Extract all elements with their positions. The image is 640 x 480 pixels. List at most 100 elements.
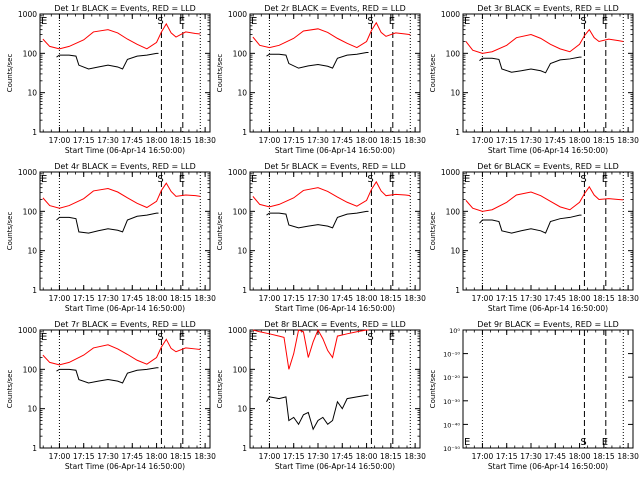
y-tick-label: 1 xyxy=(242,128,247,137)
y-axis-label: Counts/sec xyxy=(216,54,224,93)
y-tick-label: 100 xyxy=(446,49,461,58)
y-axis-label: Counts/sec xyxy=(6,212,14,251)
y-tick-label: 1 xyxy=(32,128,37,137)
y-tick-label: 1 xyxy=(32,286,37,295)
y-tick-label: 10⁻⁴⁰ xyxy=(443,421,460,429)
end-marker: E xyxy=(179,16,185,27)
end-marker: E xyxy=(602,16,608,27)
chart-title: Det 8r BLACK = Events, RED = LLD xyxy=(264,320,406,329)
start-marker: E xyxy=(251,16,257,27)
x-axis-label: Start Time (06-Apr-14 16:50:00) xyxy=(488,462,608,471)
x-tick-label: 17:45 xyxy=(331,452,353,461)
x-tick-label: 17:15 xyxy=(73,136,95,145)
x-tick-label: 18:30 xyxy=(194,136,216,145)
plot-frame xyxy=(249,13,421,133)
lld-series-line xyxy=(42,338,201,366)
x-tick-label: 18:00 xyxy=(356,136,378,145)
chart-panel-3: Det 3r BLACK = Events, RED = LLD Counts/s… xyxy=(429,4,639,155)
x-tick-label: 18:30 xyxy=(404,294,426,303)
x-tick-label: 18:30 xyxy=(617,452,639,461)
end-marker: E xyxy=(389,16,395,27)
x-tick-label: 18:30 xyxy=(194,294,216,303)
lld-series-line xyxy=(465,28,624,54)
y-tick-label: 1000 xyxy=(441,168,460,177)
x-tick-label: 18:15 xyxy=(170,294,192,303)
x-tick-label: 17:30 xyxy=(520,294,542,303)
x-tick-label: 18:00 xyxy=(569,294,591,303)
y-tick-label: 1000 xyxy=(228,10,247,19)
y-tick-label: 100 xyxy=(233,365,248,374)
start-marker: E xyxy=(41,174,47,185)
plot-frame xyxy=(462,171,634,291)
start-marker: E xyxy=(251,174,257,185)
y-tick-label: 1 xyxy=(242,444,247,453)
sun-marker: S xyxy=(367,332,373,343)
x-axis-label: Start Time (06-Apr-14 16:50:00) xyxy=(65,462,185,471)
x-tick-label: 17:45 xyxy=(544,136,566,145)
x-tick-label: 17:45 xyxy=(331,294,353,303)
sun-marker: S xyxy=(157,174,163,185)
x-tick-label: 17:30 xyxy=(520,452,542,461)
y-tick-label: 1 xyxy=(455,128,460,137)
plot-frame xyxy=(39,171,211,291)
y-axis-label: Counts/sec xyxy=(429,54,437,93)
x-tick-label: 18:30 xyxy=(404,136,426,145)
chart-panel-5: Det 5r BLACK = Events, RED = LLD Counts/s… xyxy=(216,162,426,313)
lld-series-line xyxy=(42,182,201,209)
x-tick-label: 17:45 xyxy=(121,136,143,145)
x-tick-label: 17:15 xyxy=(496,294,518,303)
events-series-line xyxy=(56,52,159,70)
x-axis-label: Start Time (06-Apr-14 16:50:00) xyxy=(488,304,608,313)
y-tick-label: 1000 xyxy=(441,10,460,19)
x-tick-label: 18:00 xyxy=(146,136,168,145)
chart-title: Det 6r BLACK = Events, RED = LLD xyxy=(477,162,619,171)
end-marker: E xyxy=(602,174,608,185)
x-tick-label: 18:30 xyxy=(617,294,639,303)
x-tick-label: 18:15 xyxy=(593,452,615,461)
y-tick-label: 10 xyxy=(27,405,37,414)
y-tick-label: 1000 xyxy=(18,168,37,177)
start-marker: E xyxy=(41,16,47,27)
y-tick-label: 10 xyxy=(237,89,247,98)
sun-marker: S xyxy=(367,16,373,27)
x-tick-label: 17:45 xyxy=(331,136,353,145)
lld-series-line xyxy=(252,180,411,208)
y-tick-label: 10 xyxy=(237,405,247,414)
y-axis-label: Counts/sec xyxy=(216,370,224,409)
x-tick-label: 17:00 xyxy=(259,294,281,303)
y-tick-label: 10⁰ xyxy=(449,327,460,335)
x-tick-label: 17:15 xyxy=(496,136,518,145)
sun-marker: S xyxy=(580,174,586,185)
chart-panel-2: Det 2r BLACK = Events, RED = LLD Counts/s… xyxy=(216,4,426,155)
y-axis-label: Counts/sec xyxy=(216,212,224,251)
x-tick-label: 18:00 xyxy=(569,452,591,461)
x-tick-label: 18:00 xyxy=(146,452,168,461)
y-tick-label: 10⁻²⁰ xyxy=(443,374,460,382)
y-tick-label: 10⁻⁵⁰ xyxy=(443,445,460,453)
x-axis-label: Start Time (06-Apr-14 16:50:00) xyxy=(275,304,395,313)
x-tick-label: 17:15 xyxy=(283,136,305,145)
y-tick-label: 10⁻¹⁰ xyxy=(443,351,460,359)
start-marker: E xyxy=(464,16,470,27)
y-tick-label: 10⁻³⁰ xyxy=(443,398,460,406)
sun-marker: S xyxy=(580,16,586,27)
y-tick-label: 10 xyxy=(450,89,460,98)
x-tick-label: 17:00 xyxy=(259,136,281,145)
x-tick-label: 17:00 xyxy=(49,452,71,461)
y-tick-label: 10 xyxy=(450,247,460,256)
x-axis-label: Start Time (06-Apr-14 16:50:00) xyxy=(275,462,395,471)
y-tick-label: 10 xyxy=(237,247,247,256)
lld-series-line xyxy=(252,328,369,370)
y-tick-label: 10 xyxy=(27,89,37,98)
x-tick-label: 17:45 xyxy=(121,294,143,303)
x-tick-label: 17:30 xyxy=(97,294,119,303)
sun-marker: S xyxy=(580,437,586,448)
y-tick-label: 100 xyxy=(23,207,38,216)
plot-frame xyxy=(39,13,211,133)
x-tick-label: 18:00 xyxy=(356,294,378,303)
chart-title: Det 1r BLACK = Events, RED = LLD xyxy=(54,4,196,13)
chart-title: Det 7r BLACK = Events, RED = LLD xyxy=(54,320,196,329)
y-tick-label: 1000 xyxy=(18,10,37,19)
